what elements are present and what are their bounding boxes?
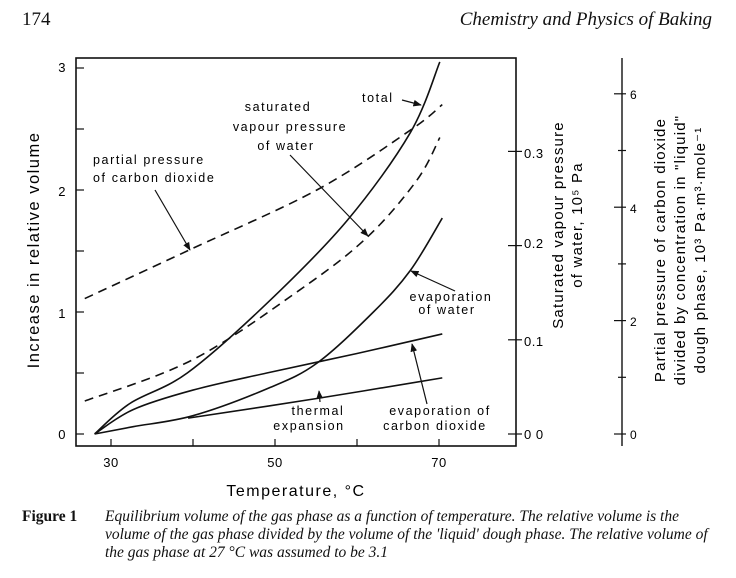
co2-axis-label: Partial pressure of carbon dioxide [652, 118, 669, 382]
co2-axis-tick-label: 6 [630, 88, 637, 102]
annotation-vapour: vapour pressure [233, 120, 347, 134]
annotation-evaporation-water: of water [418, 303, 475, 317]
annotation-vapour: of water [257, 139, 314, 153]
water-axis-tick-label: 0.3 [524, 146, 544, 161]
annotation-thermal-expansion: thermal [292, 404, 345, 418]
series-total [94, 61, 441, 435]
page-number: 174 [22, 9, 51, 30]
running-title: Chemistry and Physics of Baking [459, 9, 712, 30]
co2-axis-tick-label: 4 [630, 202, 637, 216]
x-tick-label: 30 [103, 455, 118, 470]
x-axis-label: Temperature, °C [226, 483, 365, 500]
y-tick-label: 1 [58, 306, 66, 321]
annotation-co2-partial-pressure: of carbon dioxide [93, 171, 215, 185]
y-tick-label: 3 [58, 60, 66, 75]
annotation-total: total [362, 91, 394, 105]
annotation-thermal-expansion: expansion [273, 419, 344, 433]
x-tick-label: 50 [267, 455, 282, 470]
water-axis-tick-label: 0.1 [524, 334, 544, 349]
co2-axis-label: dough phase, 10³ Pa·m³·mole⁻¹ [692, 127, 709, 374]
co2-axis-label: divided by concentration in "liquid" [672, 115, 689, 386]
y-tick-label: 0 [58, 427, 66, 442]
annotation-arrow-total [401, 99, 422, 107]
annotation-co2-partial-pressure: partial pressure [93, 153, 205, 167]
annotation-evaporation-co2: carbon dioxide [383, 419, 487, 433]
x-tick-label: 70 [431, 455, 446, 470]
series-evaporation-of-carbon-dioxide [94, 333, 443, 435]
co2-axis-tick-label: 0 [630, 428, 637, 442]
water-axis-tick-label: 0 0 [524, 427, 544, 442]
annotation-arrow-vapour [289, 154, 369, 237]
figure-caption: Figure 1 Equilibrium volume of the gas p… [22, 508, 722, 562]
water-axis-label: of water, 10⁵ Pa [569, 162, 586, 287]
annotation-evaporation-co2: evaporation of [389, 404, 491, 418]
y-tick-label: 2 [58, 184, 66, 199]
co2-axis-tick-label: 2 [630, 315, 637, 329]
annotation-vapour: saturated [245, 100, 312, 114]
water-axis-tick-label: 0.2 [524, 236, 544, 251]
y-axis-label: Increase in relative volume [25, 132, 43, 369]
water-axis-label: Saturated vapour pressure [550, 121, 567, 329]
annotation-arrow-thermal [316, 390, 324, 403]
series-evaporation-of-water [94, 217, 443, 435]
annotation-arrow-evap-water [410, 270, 456, 292]
annotation-evaporation-water: evaporation [410, 290, 493, 304]
series-partial-pressure-of-carbon-dioxide [84, 103, 443, 300]
series-thermal-expansion [187, 377, 443, 419]
series-saturated-vapour-pressure-of-water [84, 137, 441, 402]
caption-text: Equilibrium volume of the gas phase as a… [105, 508, 708, 561]
figure-label: Figure 1 [22, 508, 78, 525]
annotation-arrow-co2pp [154, 189, 191, 251]
plot-frame [75, 57, 517, 447]
annotation-arrow-evap-co2 [410, 343, 428, 405]
